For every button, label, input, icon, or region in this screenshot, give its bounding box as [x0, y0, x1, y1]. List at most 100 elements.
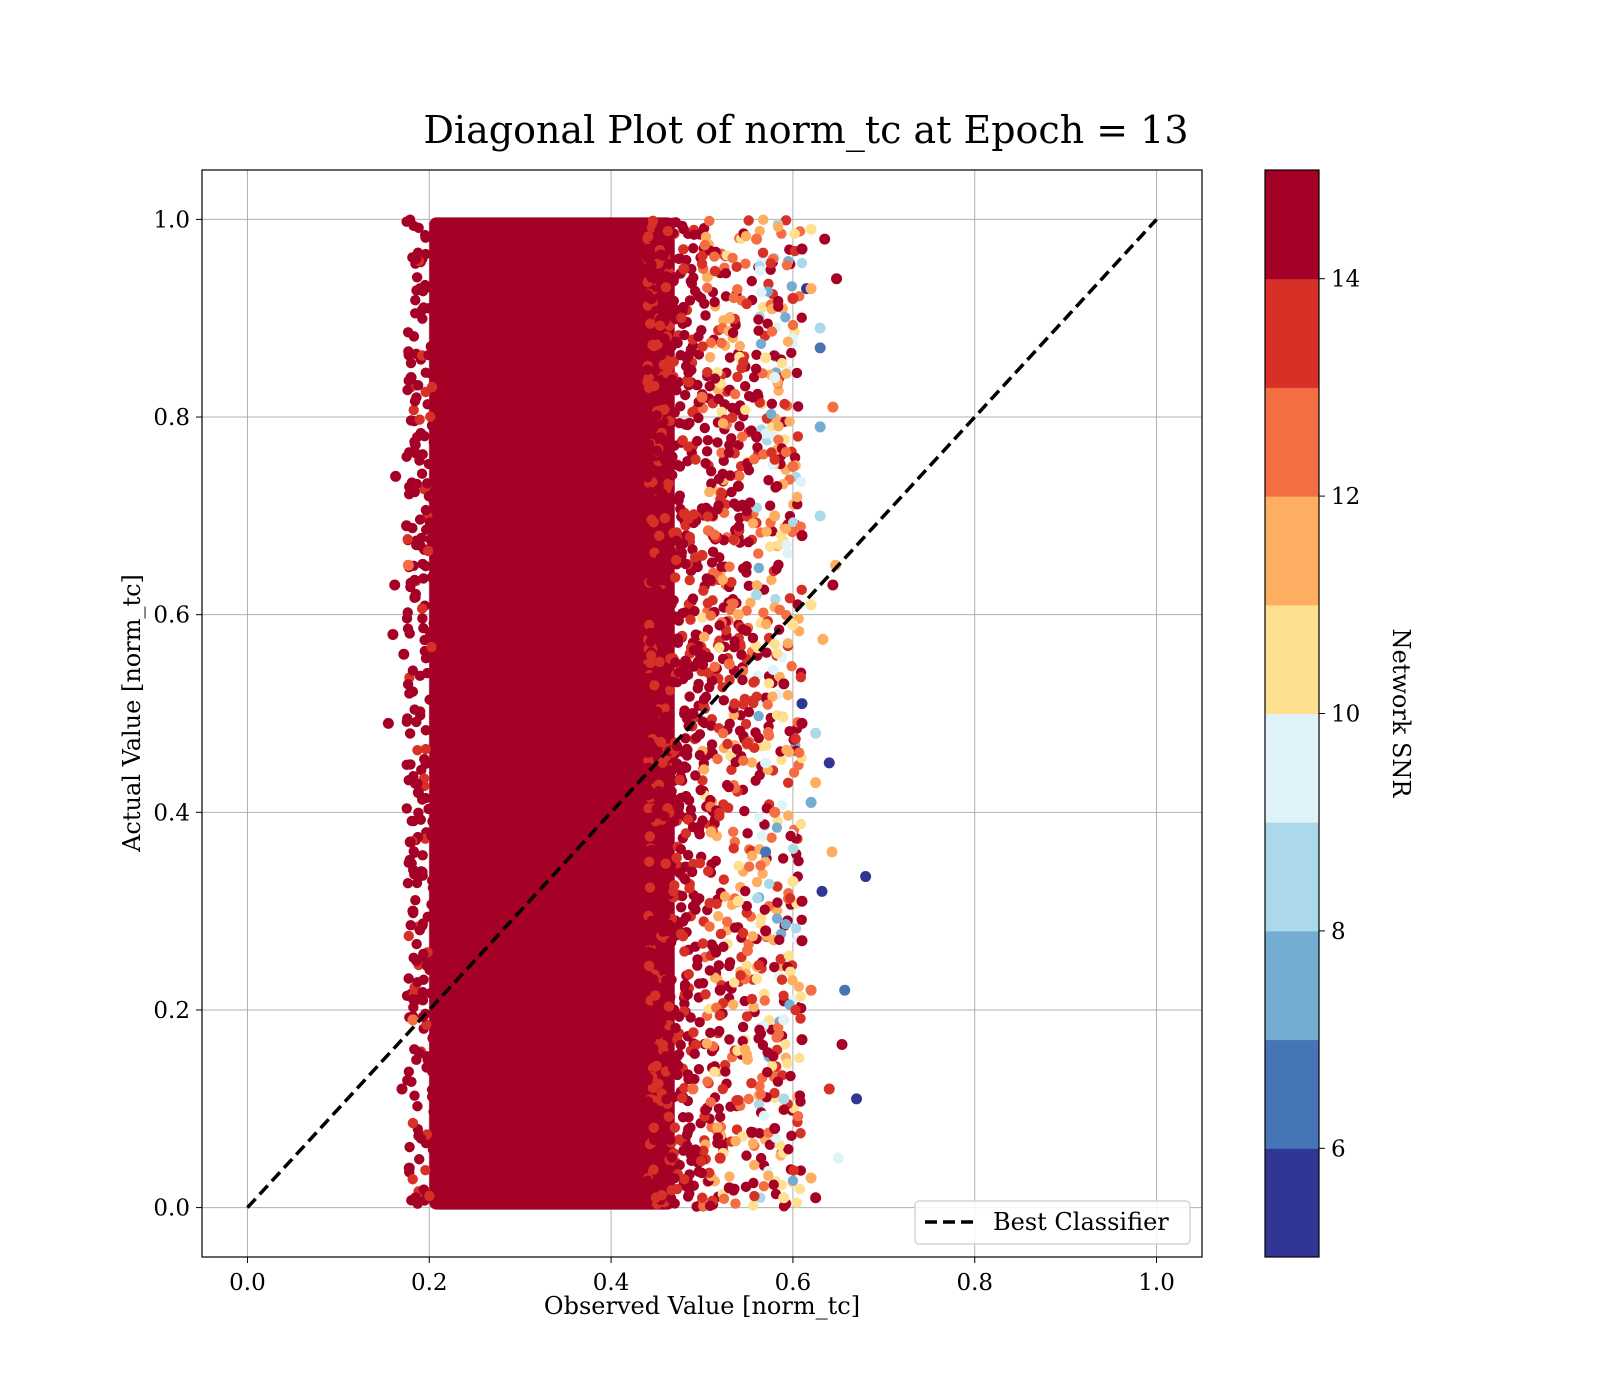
scatter-point [851, 1093, 863, 1105]
scatter-point [727, 327, 739, 339]
scatter-point [718, 941, 729, 953]
scatter-point [750, 727, 761, 738]
scatter-point [687, 544, 698, 555]
scatter-point [667, 610, 678, 621]
scatter-point [404, 1141, 415, 1153]
scatter-point [409, 1090, 420, 1101]
scatter-point [414, 414, 425, 425]
scatter-point [796, 895, 808, 907]
scatter-point [740, 258, 751, 269]
scatter-point [643, 1051, 654, 1062]
scatter-point [679, 329, 690, 341]
scatter-point [402, 533, 413, 545]
scatter-point [643, 803, 654, 814]
scatter-point [643, 924, 654, 936]
colorbar-tick-label: 8 [1331, 919, 1346, 945]
scatter-point [736, 431, 748, 442]
scatter-point [732, 895, 744, 907]
scatter-point [417, 850, 428, 861]
colorbar-segment [1265, 1148, 1319, 1258]
scatter-point [645, 772, 657, 783]
scatter-point [412, 744, 423, 756]
scatter-point [796, 257, 808, 269]
scatter-point [649, 380, 660, 392]
scatter-point [714, 642, 725, 653]
scatter-point [642, 467, 653, 479]
scatter-point [696, 258, 708, 270]
scatter-point [407, 1117, 419, 1129]
scatter-point [642, 505, 654, 516]
scatter-point [684, 531, 696, 543]
scatter-point [416, 468, 428, 479]
scatter-point [645, 636, 656, 647]
scatter-point [420, 758, 431, 770]
scatter-point [754, 1081, 765, 1092]
scatter-point [715, 1111, 726, 1123]
scatter-point [741, 625, 752, 637]
scatter-point [414, 1154, 425, 1165]
scatter-point [686, 278, 698, 289]
scatter-point [713, 473, 725, 485]
scatter-point [701, 272, 713, 283]
scatter-point [777, 853, 789, 864]
scatter-point [677, 435, 688, 446]
scatter-point [724, 1034, 735, 1045]
scatter-point [673, 495, 684, 506]
scatter-point [750, 363, 762, 375]
scatter-point [733, 860, 744, 872]
scatter-point [763, 278, 774, 290]
scatter-point [757, 868, 768, 879]
scatter-point [420, 725, 432, 736]
scatter-point [402, 327, 414, 338]
scatter-point [693, 349, 705, 360]
scatter-point [737, 1021, 749, 1033]
scatter-point [646, 272, 657, 283]
scatter-point [671, 535, 682, 547]
scatter-point [707, 546, 719, 558]
scatter-point [655, 736, 667, 748]
scatter-point [795, 476, 807, 488]
scatter-point [660, 843, 671, 854]
scatter-point [748, 453, 760, 465]
scatter-point [748, 1200, 759, 1211]
scatter-point [676, 1092, 688, 1104]
scatter-point [409, 869, 420, 880]
scatter-point [674, 867, 685, 878]
scatter-point [743, 215, 754, 226]
scatter-point [793, 855, 804, 867]
scatter-point [643, 439, 655, 450]
scatter-point [664, 870, 675, 882]
scatter-point [780, 523, 792, 534]
scatter-point [782, 1058, 793, 1069]
legend-entry: Best Classifier [993, 1208, 1169, 1236]
scatter-point [644, 619, 655, 631]
scatter-point [783, 1144, 794, 1155]
scatter-point [651, 495, 662, 506]
scatter-point [792, 499, 803, 510]
scatter-point [724, 352, 736, 363]
scatter-point [747, 632, 759, 644]
scatter-point [716, 561, 727, 573]
scatter-point [647, 1006, 659, 1017]
scatter-point [427, 882, 439, 893]
scatter-point [712, 753, 723, 765]
y-tick-label: 0.0 [153, 1196, 190, 1222]
scatter-point [772, 897, 783, 908]
colorbar-tick-label: 14 [1331, 267, 1360, 293]
scatter-point [421, 960, 432, 971]
scatter-point [420, 743, 431, 755]
scatter-point [401, 451, 412, 462]
scatter-point [715, 928, 727, 940]
scatter-point [827, 401, 839, 413]
scatter-point [814, 342, 826, 354]
scatter-point [402, 384, 413, 396]
scatter-point [680, 733, 691, 744]
scatter-point [651, 803, 662, 815]
scatter-point [761, 647, 772, 658]
scatter-point [796, 935, 808, 947]
scatter-point [654, 622, 666, 634]
scatter-point [646, 514, 657, 525]
scatter-point [411, 955, 423, 967]
scatter-point [736, 649, 747, 660]
scatter-points [382, 214, 872, 1212]
